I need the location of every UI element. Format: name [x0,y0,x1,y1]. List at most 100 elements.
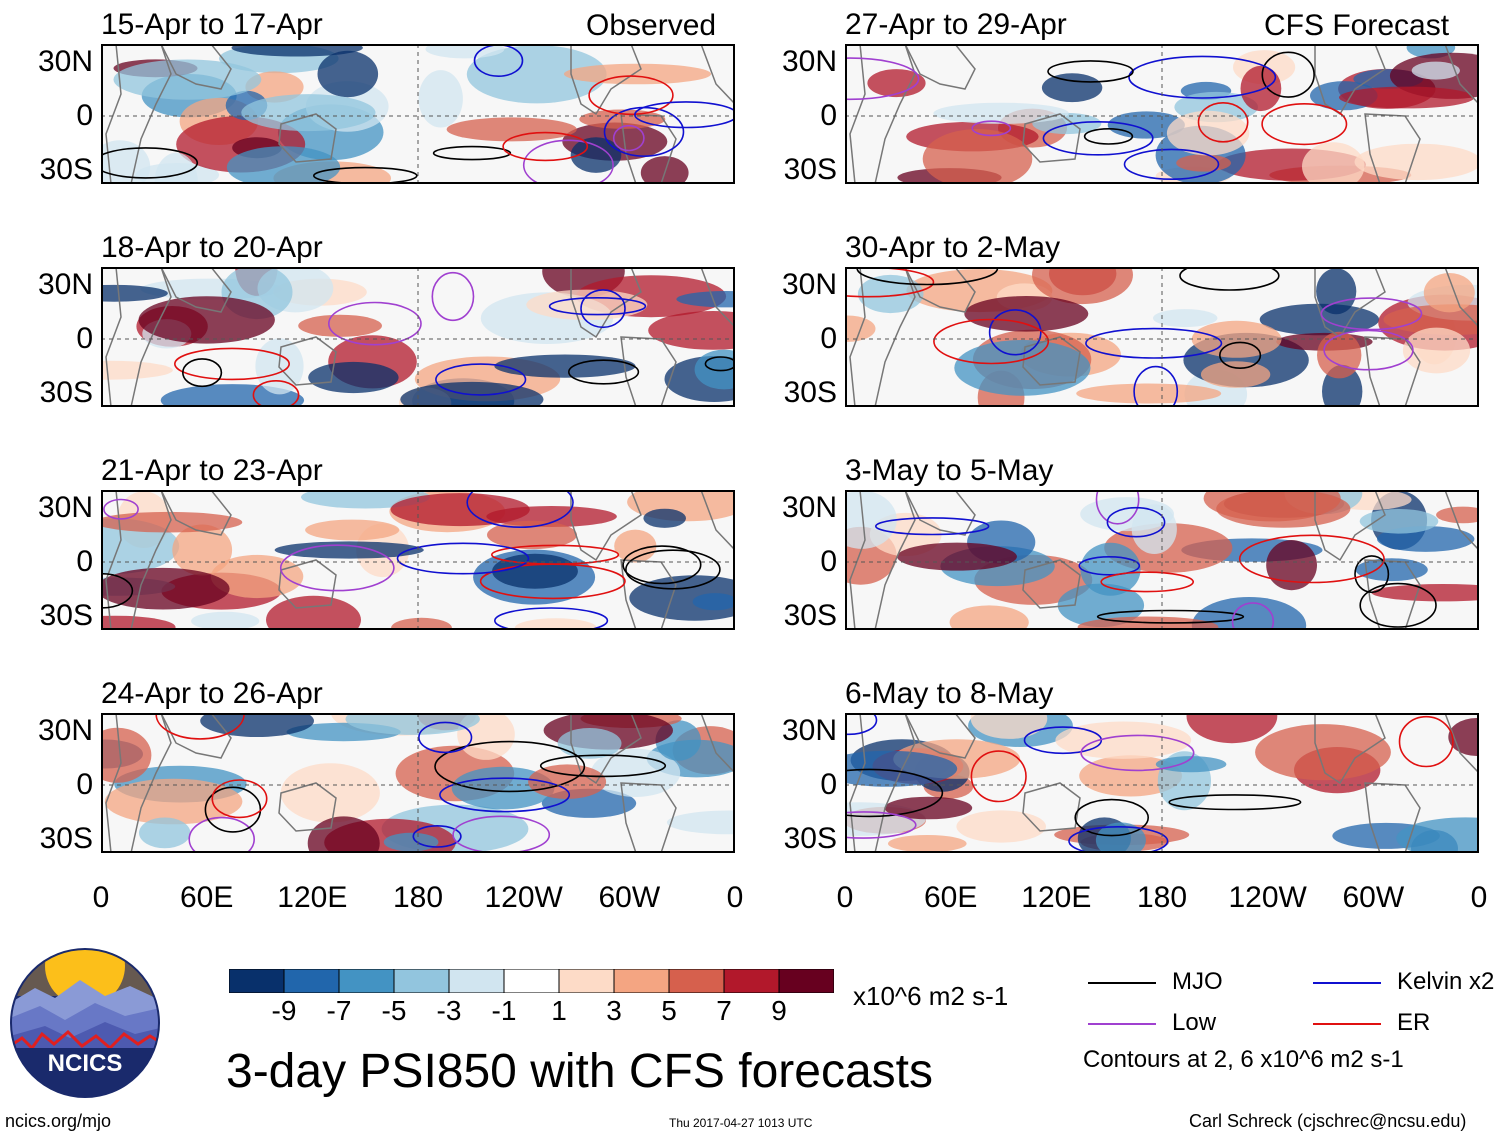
contour-line [933,318,1050,365]
panel-frame [101,490,735,630]
anomaly-shading [274,541,424,559]
anomaly-shading [138,296,275,344]
anomaly-shading [1317,331,1362,379]
lat-label: 0 [76,768,93,801]
panel-frame [845,44,1479,184]
coastline [700,44,735,106]
contour-line [1133,365,1179,407]
coastline [1314,490,1386,562]
contour-line [418,721,473,754]
contour-line [434,740,586,793]
anomaly-shading [949,605,1029,630]
anomaly-shading [391,617,452,630]
anomaly-shading [1079,755,1182,797]
contour-line [1128,55,1277,99]
contour-line [101,147,199,179]
contour-line [970,750,1027,803]
lat-label: 30N [781,268,837,301]
lon-label: 60W [1342,881,1405,914]
anomaly-shading [1166,110,1250,156]
anomaly-shading [494,354,636,378]
contour-line [1080,734,1195,772]
coastline [278,336,337,386]
anomaly-shading [867,69,926,98]
anomaly-shading [1255,724,1391,781]
anomaly-shading [563,63,712,85]
contour-line [435,363,527,396]
contour-line [412,825,462,848]
anomaly-shading [1355,558,1428,582]
contour-line [1354,555,1390,594]
panel-frame [845,713,1479,853]
contour-line [1042,121,1154,156]
observed-header: Observed [586,9,717,42]
lat-label: 30N [781,491,837,524]
contour-line [1231,602,1275,630]
contour-note: Contours at 2, 6 x10^6 m2 s-1 [1083,1046,1404,1073]
contour-line [845,811,917,839]
colorbar-tick: -1 [491,995,517,1026]
anomaly-shading [643,508,686,528]
coastline [904,713,976,759]
contour-line [568,359,640,385]
anomaly-shading [1131,504,1177,554]
contour-line [580,289,626,329]
anomaly-shading [298,314,382,337]
anomaly-shading [1448,718,1479,756]
anomaly-shading [1155,756,1227,773]
contour-line [1123,148,1220,181]
lat-label: 30S [783,822,837,855]
coastline [1444,267,1479,329]
coastline [570,267,642,339]
anomaly-shading [888,835,967,853]
panel-title: 18-Apr to 20-Apr [101,231,323,264]
colorbar-swatch [778,968,835,994]
colorbar-tick: -7 [326,995,352,1026]
anomaly-shading [1191,320,1282,358]
coastline [904,44,976,90]
contour-line [622,545,702,585]
panel-frame [101,267,735,407]
colorbar-swatch [613,968,670,994]
lat-label: 0 [76,322,93,355]
lon-label: 60E [179,881,234,914]
colorbar-swatch [228,968,285,994]
anomaly-shading [1316,268,1357,315]
anomaly-shading [101,615,176,630]
anomaly-shading [1240,65,1282,112]
contour-line [1068,826,1169,853]
coastline [570,713,642,785]
contour-line [845,768,944,818]
contour-line [1095,490,1140,525]
anomaly-shading [845,490,897,549]
coastline [700,267,735,329]
anomaly-shading [845,750,958,787]
contour-line [1179,267,1280,291]
anomaly-shading [1076,383,1222,404]
panel-title: 24-Apr to 26-Apr [101,677,323,710]
contour-line [612,124,645,152]
anomaly-shading [954,340,1091,396]
coastline [1314,44,1386,116]
colorbar-tick: -5 [381,995,407,1026]
contour-line [182,358,223,388]
coastline [904,267,976,313]
colorbar-swatch [723,968,780,994]
contour-line [1238,534,1385,584]
anomaly-shading [640,156,689,184]
anomaly-shading [266,595,361,630]
contour-line [845,57,920,101]
footer-url[interactable]: ncics.org/mjo [5,1111,112,1131]
anomaly-shading [897,542,1017,571]
anomaly-shading [648,311,735,350]
anomaly-shading [1359,509,1439,534]
legend-label: ER [1397,1009,1431,1036]
panel-title: 21-Apr to 23-Apr [101,454,323,487]
anomaly-shading [676,291,735,308]
anomaly-shading [241,94,376,132]
anomaly-shading [101,511,243,533]
panel-title: 3-May to 5-May [845,454,1054,487]
lon-label: 120E [1021,881,1092,914]
map-panel [845,490,1479,630]
colorbar-swatch [448,968,505,994]
